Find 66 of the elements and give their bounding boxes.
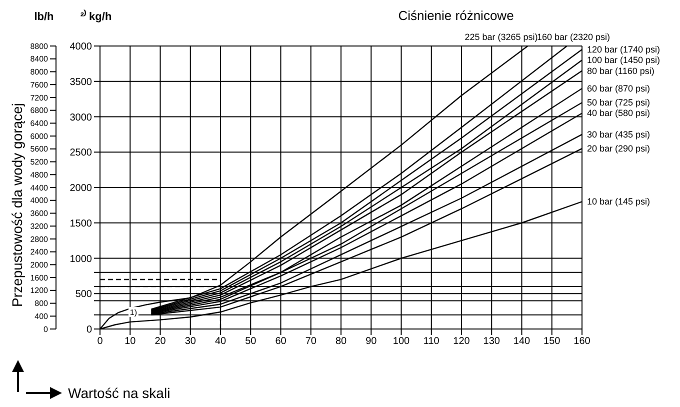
y-tick-label: 400	[34, 312, 49, 321]
y-tick-label: 6000	[30, 132, 49, 141]
y-tick-label: 4800	[30, 170, 49, 180]
legend-title: Ciśnienie różnicowe	[398, 8, 514, 23]
x-tick-label: 160	[574, 336, 591, 348]
x-axis-title: Wartość na skali	[68, 385, 170, 401]
series-label: 120 bar (1740 psi)	[587, 44, 660, 55]
y-tick-label: 8800	[30, 42, 49, 51]
series-label: 60 bar (870 psi)	[587, 83, 650, 94]
series-label: 20 bar (290 psi)	[587, 144, 650, 154]
y2-tick-label: 1500	[70, 218, 92, 230]
y-tick-label: 6400	[30, 119, 49, 128]
y-tick-label: 3200	[30, 222, 49, 231]
x-tick-label: 20	[154, 336, 166, 348]
y-tick-label: 2800	[30, 234, 49, 244]
series-label: 160 bar (2320 psi)	[536, 32, 610, 42]
y-tick-label: 800	[34, 299, 49, 308]
y-tick-label: 7200	[30, 93, 49, 102]
x-tick-label: 50	[245, 336, 257, 348]
x-tick-label: 150	[544, 336, 561, 348]
series-label: 100 bar (1450 psi)	[587, 55, 660, 66]
y-tick-label: 3600	[30, 209, 49, 218]
x-tick-label: 30	[184, 336, 196, 348]
x-tick-label: 130	[483, 336, 500, 348]
series-label: 80 bar (1160 psi)	[587, 66, 654, 76]
y-axis-title: Przepustowość dla wody gorącej	[9, 103, 25, 307]
y-tick-label: 5200	[30, 158, 49, 167]
series-label: 40 bar (580 psi)	[587, 108, 650, 118]
y2-tick-label: 0	[86, 324, 92, 336]
y-tick-label: 4000	[30, 196, 49, 206]
series-label: 10 bar (145 psi)	[587, 196, 650, 207]
series-label: 30 bar (435 psi)	[587, 129, 650, 140]
y2-tick-label: 3000	[70, 112, 92, 124]
x-tick-label: 100	[392, 336, 410, 348]
series-label: 50 bar (725 psi)	[587, 98, 650, 108]
y-tick-label: 8400	[30, 54, 49, 64]
x-tick-label: 140	[513, 336, 531, 348]
x-tick-label: 90	[366, 336, 378, 348]
y-tick-label: 8000	[30, 68, 49, 77]
x-tick-label: 80	[335, 336, 347, 348]
annotation: 1)	[130, 308, 138, 318]
y-tick-label: 2000	[30, 260, 49, 270]
y-tick-label: 7600	[30, 80, 49, 90]
y-tick-label: 0	[44, 324, 49, 334]
y2-tick-label: 1000	[70, 254, 92, 265]
x-tick-label: 10	[124, 336, 136, 348]
x-tick-label: 40	[214, 336, 226, 348]
x-tick-label: 110	[423, 336, 440, 348]
x-tick-label: 70	[305, 336, 317, 348]
y2-tick-label: 4000	[70, 42, 92, 53]
text: ²⁾ kg/h	[80, 9, 112, 23]
y-tick-label: 5600	[30, 144, 49, 154]
y-tick-label: 6800	[30, 106, 49, 116]
y-tick-label: 1600	[30, 273, 49, 282]
y2-tick-label: 3500	[70, 76, 92, 88]
y-tick-label: 4400	[30, 183, 49, 192]
x-tick-label: 0	[97, 336, 104, 348]
y-tick-label: 1200	[30, 286, 49, 296]
y2-tick-label: 2000	[70, 183, 92, 194]
y-tick-label: 2400	[30, 248, 49, 257]
x-tick-label: 60	[275, 336, 287, 348]
text: lb/h	[34, 11, 54, 23]
y2-tick-label: 500	[75, 289, 92, 300]
x-tick-label: 120	[453, 336, 470, 348]
series-label: 225 bar (3265 psi)	[464, 32, 538, 42]
y2-tick-label: 2500	[70, 148, 92, 159]
